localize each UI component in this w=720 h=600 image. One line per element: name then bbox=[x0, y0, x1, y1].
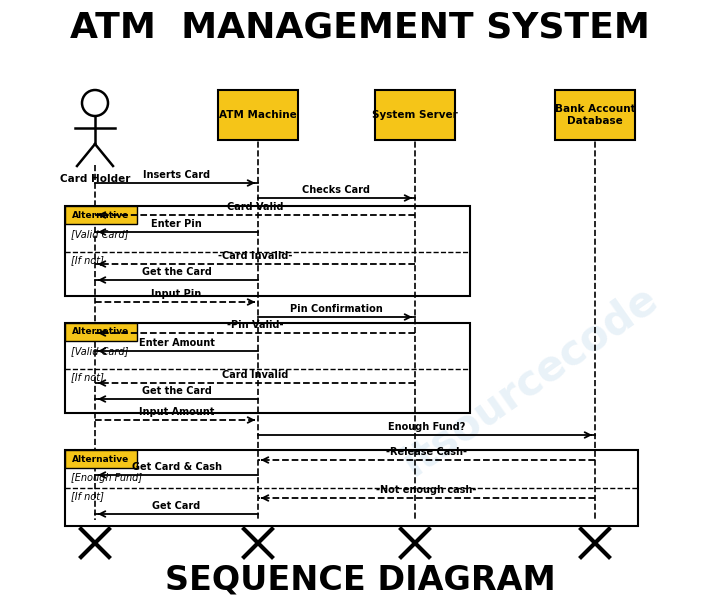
Text: Inserts Card: Inserts Card bbox=[143, 170, 210, 180]
Text: Enter Pin: Enter Pin bbox=[151, 219, 202, 229]
Text: Alternative: Alternative bbox=[73, 455, 130, 463]
Text: Bank Account
Database: Bank Account Database bbox=[554, 104, 635, 126]
Text: Input Amount: Input Amount bbox=[139, 407, 214, 417]
Text: Get Card & Cash: Get Card & Cash bbox=[132, 462, 222, 472]
Bar bbox=[65, 206, 470, 296]
Bar bbox=[65, 206, 137, 224]
Text: [If not]: [If not] bbox=[71, 255, 104, 265]
Bar bbox=[65, 450, 638, 526]
Text: Get the Card: Get the Card bbox=[142, 267, 212, 277]
Text: SEQUENCE DIAGRAM: SEQUENCE DIAGRAM bbox=[165, 563, 555, 596]
Bar bbox=[65, 323, 470, 413]
Text: [If not]: [If not] bbox=[71, 372, 104, 382]
Bar bbox=[65, 323, 137, 341]
Text: -Pin Valid-: -Pin Valid- bbox=[227, 320, 283, 330]
Text: itsourcecode: itsourcecode bbox=[395, 276, 665, 484]
Text: [If not]: [If not] bbox=[71, 491, 104, 501]
Text: Alternative: Alternative bbox=[73, 211, 130, 220]
Bar bbox=[555, 90, 635, 140]
Text: Alternative: Alternative bbox=[73, 328, 130, 337]
Text: Enter Amount: Enter Amount bbox=[138, 338, 215, 348]
Text: [Valid Card]: [Valid Card] bbox=[71, 346, 128, 356]
Text: ATM  MANAGEMENT SYSTEM: ATM MANAGEMENT SYSTEM bbox=[70, 11, 650, 45]
Text: -Card Invalid-: -Card Invalid- bbox=[218, 251, 292, 261]
Text: Card Holder: Card Holder bbox=[60, 174, 130, 184]
Text: [Enough Fund]: [Enough Fund] bbox=[71, 473, 142, 483]
Bar bbox=[65, 450, 137, 468]
Text: Checks Card: Checks Card bbox=[302, 185, 371, 195]
Text: Input Pin: Input Pin bbox=[151, 289, 202, 299]
Bar bbox=[375, 90, 455, 140]
Text: ATM Machine: ATM Machine bbox=[219, 110, 297, 120]
Text: Get the Card: Get the Card bbox=[142, 386, 212, 396]
Text: -Not enough cash-: -Not enough cash- bbox=[377, 485, 477, 495]
Text: Card Invalid: Card Invalid bbox=[222, 370, 288, 380]
Text: Get Card: Get Card bbox=[153, 501, 201, 511]
Text: Card Valid: Card Valid bbox=[227, 202, 283, 212]
Text: -Release Cash-: -Release Cash- bbox=[386, 447, 467, 457]
Text: Pin Confirmation: Pin Confirmation bbox=[290, 304, 383, 314]
Text: Enough Fund?: Enough Fund? bbox=[388, 422, 465, 432]
Text: [Valid Card]: [Valid Card] bbox=[71, 229, 128, 239]
Text: System Server: System Server bbox=[372, 110, 458, 120]
Bar bbox=[218, 90, 298, 140]
